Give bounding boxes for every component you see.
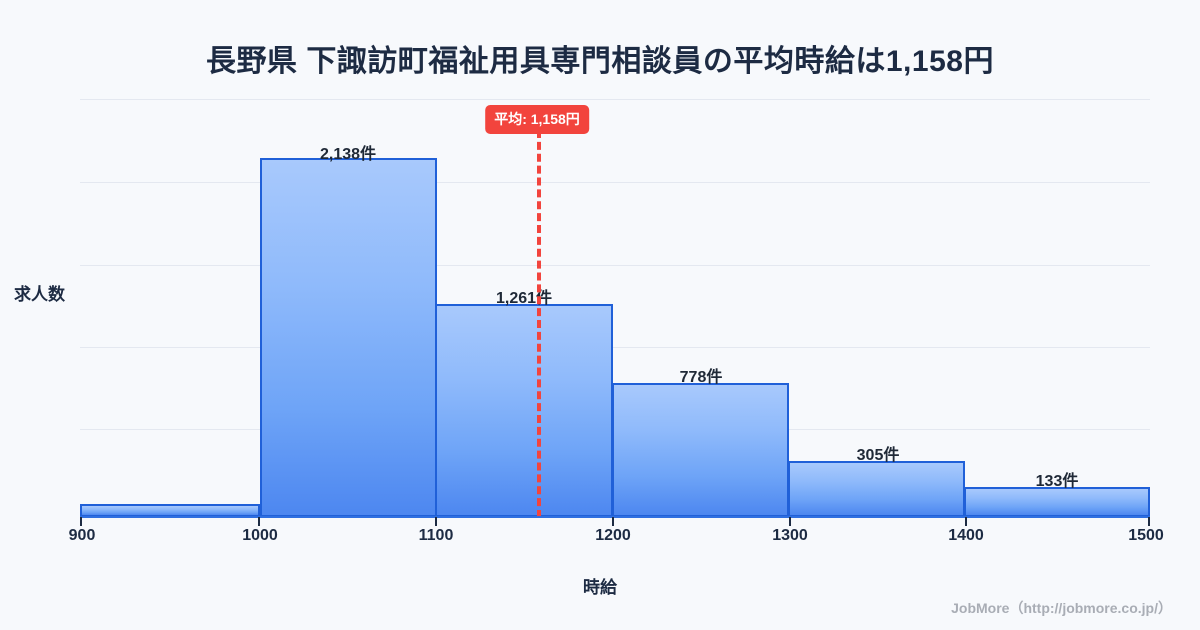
bar-value-label: 133件: [1035, 473, 1079, 490]
histogram-bar[interactable]: [612, 383, 789, 517]
bar-value-label: 1,261件: [495, 290, 553, 307]
x-tick-mark: [258, 517, 260, 526]
x-tick-mark: [612, 517, 614, 526]
watermark: JobMore（http://jobmore.co.jp/）: [951, 600, 1172, 616]
y-axis-title: 求人数: [14, 285, 65, 304]
x-axis-line: [80, 516, 1150, 518]
x-tick-label: 1300: [772, 527, 808, 544]
x-tick-mark: [1148, 517, 1150, 526]
average-badge: 平均: 1,158円: [485, 105, 589, 134]
bar-value-label: 2,138件: [319, 146, 377, 163]
x-tick-mark: [965, 517, 967, 526]
gridline: [80, 347, 1150, 348]
gridline: [80, 182, 1150, 183]
x-tick-mark: [435, 517, 437, 526]
gridline: [80, 99, 1150, 100]
x-tick-label: 1500: [1128, 527, 1164, 544]
x-tick-label: 1000: [242, 527, 278, 544]
bar-value-label: 305件: [856, 447, 900, 464]
histogram-bar[interactable]: [260, 158, 437, 517]
histogram-bar[interactable]: [788, 461, 965, 517]
x-tick-mark: [789, 517, 791, 526]
x-tick-label: 1200: [595, 527, 631, 544]
bar-value-label: 778件: [679, 369, 723, 386]
average-line: [537, 130, 541, 518]
plot-area: [80, 99, 1150, 517]
gridline: [80, 265, 1150, 266]
x-tick-label: 900: [68, 527, 96, 544]
x-axis-title: 時給: [583, 578, 617, 597]
histogram-bar[interactable]: [435, 304, 613, 517]
histogram-bar[interactable]: [964, 487, 1150, 517]
x-tick-mark: [80, 517, 82, 526]
page-title: 長野県 下諏訪町福祉用具専門相談員の平均時給は1,158円: [206, 45, 994, 78]
x-tick-label: 1400: [948, 527, 984, 544]
x-tick-label: 1100: [418, 527, 454, 544]
